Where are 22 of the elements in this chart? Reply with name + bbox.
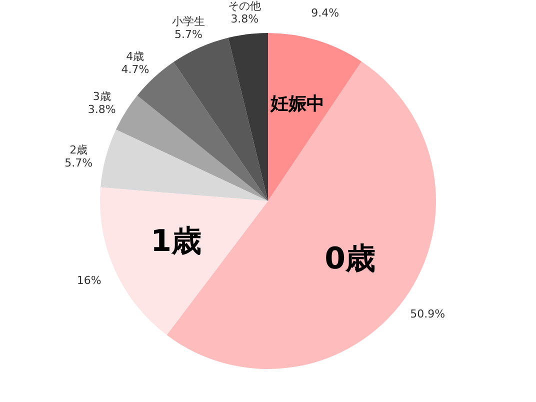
slice-label: 0歳 [324,241,376,276]
pie-slice [174,38,268,201]
slice-label: その他 [228,0,262,12]
pie-slice [268,33,362,201]
data-label: 9.4% [311,6,340,20]
pie-slice [116,96,268,201]
pie-slice [100,129,268,201]
data-label: 16% [76,274,102,288]
data-label: 5.7% [64,156,93,170]
pie-slice [228,33,268,201]
data-label: 5.7% [174,28,202,41]
data-label: 3.8% [88,103,116,116]
slice-label: 3歳 [92,90,111,104]
data-label: 4.7% [121,62,150,76]
slice-label: 2歳 [70,143,88,156]
data-label: 3.8% [230,12,259,26]
slice-label: 妊娠中 [269,94,324,115]
slice-label: 1歳 [150,224,202,260]
pie-slice [100,187,268,336]
data-label: 50.9% [410,308,446,321]
slice-label: 小学生 [172,14,205,28]
slice-label: 4歳 [126,50,144,63]
